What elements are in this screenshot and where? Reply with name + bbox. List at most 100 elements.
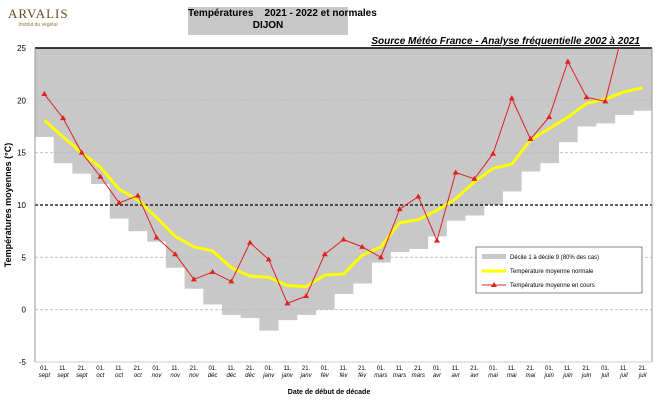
current-temperature-marker [134, 192, 141, 198]
x-tick-label-month: sept [39, 373, 51, 379]
x-tick-label-day: 21. [638, 366, 647, 372]
x-tick-label-day: 21. [190, 366, 199, 372]
x-tick-label-month: déc [245, 373, 255, 379]
x-tick-label-day: 21. [246, 366, 255, 372]
x-tick-label-month: juin [543, 373, 554, 379]
legend-current-marker [491, 282, 497, 287]
current-temperature-marker [377, 254, 384, 260]
current-temperature-marker [228, 278, 235, 284]
current-temperature-marker [153, 234, 160, 240]
decile-band-bar [203, 48, 223, 305]
decile-band-bar [502, 48, 522, 192]
current-temperature-marker [116, 199, 123, 205]
current-temperature-line [43, 48, 620, 305]
current-temperature-marker [433, 237, 440, 243]
x-tick-label-month: mai [526, 373, 536, 379]
current-temperature-marker [452, 169, 459, 175]
x-tick-label-month: oct [134, 373, 142, 379]
x-tick-label-month: sept [57, 373, 69, 379]
x-tick-label-day: 21. [414, 366, 423, 372]
current-temperature-marker [508, 95, 515, 101]
current-temperature-marker [78, 149, 85, 155]
decile-band-bar [221, 48, 242, 315]
x-tick-label-day: 11. [283, 366, 291, 372]
x-tick-label-month: janv [300, 373, 313, 379]
current-temperature-marker [340, 236, 347, 242]
x-tick-label-month: déc [226, 373, 236, 379]
x-tick-label-month: fév [339, 373, 348, 379]
current-temperature-marker [172, 251, 179, 257]
x-tick-label-day: 21. [526, 366, 535, 372]
decile-band-bar [296, 48, 316, 315]
x-tick-label-day: 01. [152, 366, 161, 372]
current-temperature-marker [396, 206, 403, 212]
current-temperature-marker [415, 193, 422, 199]
decile-band-bar [184, 48, 204, 289]
chart-subtitle-city: DIJON [252, 20, 284, 31]
x-tick-label-month: fév [321, 373, 330, 379]
current-temperature-marker [41, 91, 48, 97]
current-temperature-marker [97, 173, 104, 179]
decile-band-bar [72, 48, 92, 174]
x-tick-label-month: déc [208, 373, 218, 379]
x-tick-label-day: 01. [377, 366, 386, 372]
x-tick-label-day: 11. [620, 366, 628, 372]
x-tick-label-day: 21. [470, 366, 479, 372]
x-tick-label-day: 11. [452, 366, 460, 372]
current-temperature-marker [564, 58, 571, 64]
x-tick-label-day: 21. [582, 366, 591, 372]
y-tick-label: 0 [22, 306, 27, 315]
current-temperature-marker [247, 239, 254, 245]
decile-band-bar [315, 48, 335, 310]
x-tick-label-day: 01. [489, 366, 498, 372]
x-tick-label-day: 21. [134, 366, 143, 372]
x-tick-label-month: mars [393, 373, 406, 379]
decile-band-bar [352, 48, 373, 284]
legend-normal-label: Température moyenne normale [510, 269, 594, 275]
normal-temperature-line [43, 86, 643, 289]
current-temperature-marker [321, 251, 328, 257]
x-tick-label-day: 01. [433, 366, 442, 372]
decile-band-bar [53, 48, 73, 164]
arvalis-logo: ARVALIS Institut du végétal [8, 6, 68, 28]
decile-band-bar [595, 48, 616, 124]
current-temperature-marker [303, 293, 310, 299]
x-tick-label-month: fév [358, 373, 367, 379]
x-tick-label-day: 01. [96, 366, 105, 372]
y-tick-label: 25 [17, 44, 26, 53]
x-tick-label-month: oct [115, 373, 123, 379]
decile-band-bar [390, 48, 410, 253]
current-temperature-marker [60, 115, 67, 121]
decile-band-bar [91, 48, 111, 185]
x-tick-label-month: oct [96, 373, 104, 379]
y-axis-title: Températures moyennes (°C) [3, 143, 13, 267]
x-tick-label-month: juil [619, 373, 628, 379]
logo-name: ARVALIS [8, 6, 69, 21]
y-tick-label: 20 [17, 96, 26, 105]
decile-band-bar [614, 48, 634, 115]
x-tick-label-month: juin [581, 373, 592, 379]
x-tick-label-month: juil [638, 373, 647, 379]
current-temperature-marker [602, 98, 609, 104]
current-temperature-marker [284, 300, 291, 306]
x-tick-label-month: juil [601, 373, 610, 379]
legend-band-swatch [482, 254, 506, 259]
x-tick-label-month: avr [433, 373, 442, 379]
decile-band-bar [259, 48, 279, 331]
x-tick-label-month: mai [488, 373, 498, 379]
y-tick-label: -5 [19, 358, 27, 367]
x-tick-label-day: 01. [321, 366, 330, 372]
legend-current-label: Température moyenne en cours [510, 283, 595, 289]
current-temperature-marker [546, 114, 553, 120]
logo-tagline: Institut du végétal [18, 22, 58, 28]
decile-band-bar [539, 48, 560, 164]
decile-band-bar [446, 48, 466, 221]
current-temperature-marker [359, 243, 366, 249]
decile-band-bar [465, 48, 485, 216]
decile-band-bar [147, 48, 167, 242]
current-temperature-marker [527, 136, 534, 142]
x-tick-label-day: 11. [59, 366, 67, 372]
decile-band-bar [408, 48, 429, 249]
source-note: Source Météo France - Analyse fréquentie… [371, 36, 640, 47]
